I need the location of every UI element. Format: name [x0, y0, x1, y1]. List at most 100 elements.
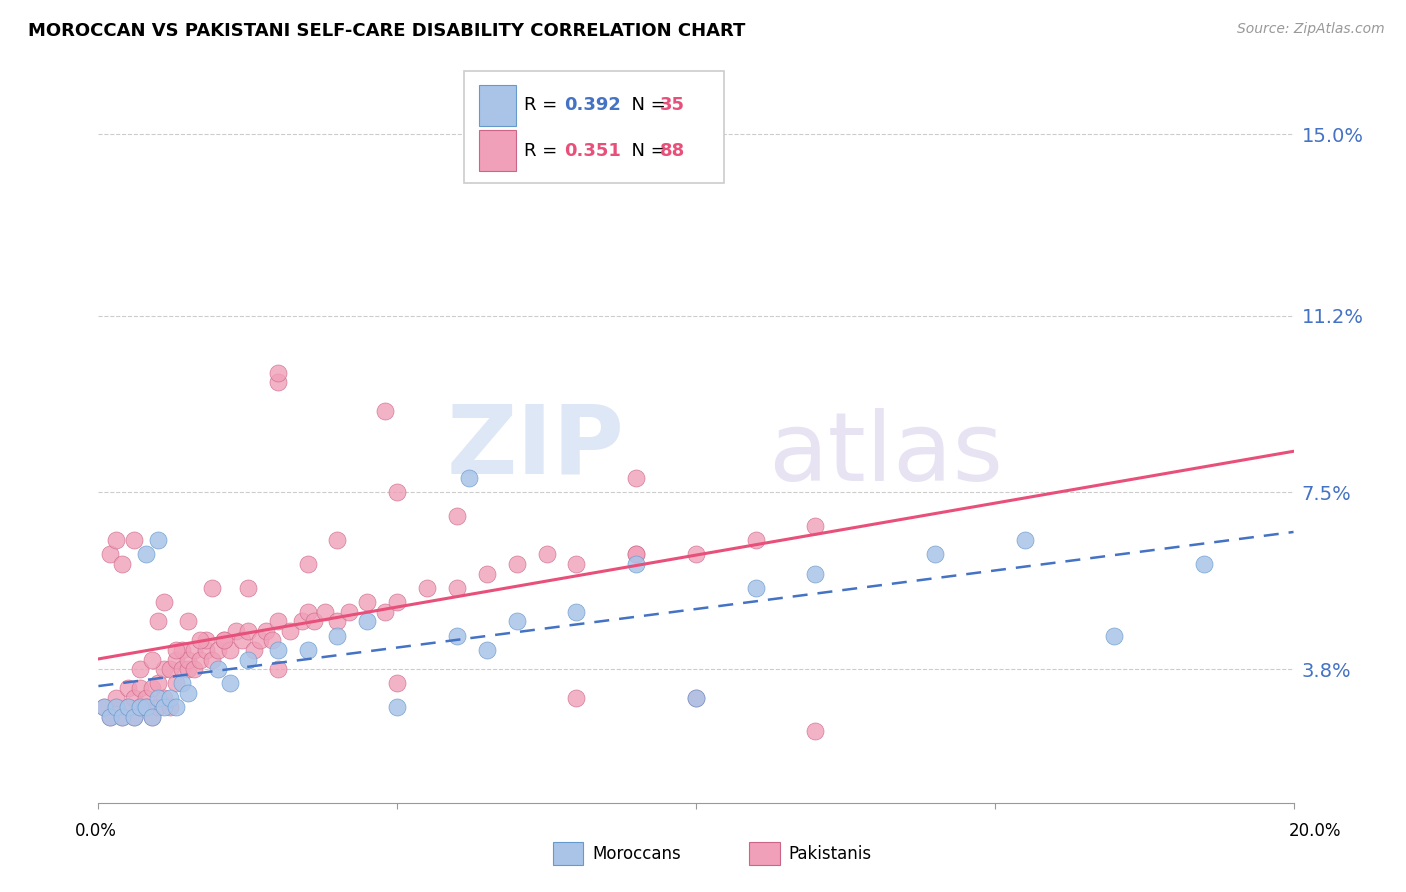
Text: 0.392: 0.392	[564, 96, 620, 114]
Point	[124, 710, 146, 724]
Point	[506, 557, 529, 571]
Point	[1014, 533, 1036, 547]
Point	[105, 700, 128, 714]
Point	[177, 662, 200, 676]
Text: MOROCCAN VS PAKISTANI SELF-CARE DISABILITY CORRELATION CHART: MOROCCAN VS PAKISTANI SELF-CARE DISABILI…	[28, 22, 745, 40]
Point	[165, 652, 187, 666]
Point	[105, 700, 128, 714]
Point	[506, 615, 529, 629]
Point	[188, 633, 211, 648]
Point	[105, 533, 128, 547]
Text: atlas: atlas	[768, 409, 1002, 501]
Point	[315, 605, 337, 619]
Point	[236, 652, 259, 666]
Point	[297, 605, 319, 619]
Point	[201, 652, 224, 666]
Point	[153, 595, 176, 609]
Point	[416, 581, 439, 595]
Point	[565, 690, 588, 705]
Point	[207, 643, 229, 657]
Point	[153, 690, 176, 705]
Point	[141, 710, 163, 724]
Point	[385, 595, 409, 609]
Point	[124, 710, 146, 724]
Point	[135, 700, 157, 714]
Point	[326, 615, 349, 629]
Point	[267, 366, 290, 380]
Point	[249, 633, 271, 648]
Point	[159, 690, 181, 705]
Point	[148, 533, 170, 547]
Point	[458, 471, 481, 485]
Point	[626, 548, 648, 562]
Point	[446, 629, 468, 643]
Point	[565, 605, 588, 619]
Point	[111, 710, 134, 724]
Point	[267, 615, 290, 629]
Point	[141, 681, 163, 695]
Point	[1104, 629, 1126, 643]
Point	[135, 690, 157, 705]
Point	[165, 643, 187, 657]
Point	[385, 485, 409, 500]
Point	[278, 624, 301, 638]
Point	[129, 700, 152, 714]
Point	[626, 557, 648, 571]
Text: N =: N =	[620, 142, 672, 160]
Point	[924, 548, 946, 562]
Point	[267, 662, 290, 676]
Point	[356, 615, 378, 629]
Point	[153, 700, 176, 714]
Point	[159, 662, 181, 676]
Point	[236, 581, 259, 595]
Point	[804, 724, 827, 739]
Point	[148, 700, 170, 714]
Point	[148, 615, 170, 629]
Point	[254, 624, 277, 638]
Point	[291, 615, 314, 629]
Point	[148, 676, 170, 690]
Point	[177, 615, 200, 629]
Point	[195, 643, 218, 657]
Point	[1192, 557, 1215, 571]
Point	[339, 605, 361, 619]
Point	[117, 700, 139, 714]
Point	[212, 633, 235, 648]
Text: R =: R =	[524, 96, 564, 114]
Point	[165, 700, 187, 714]
Point	[685, 690, 707, 705]
Point	[565, 557, 588, 571]
Point	[446, 509, 468, 524]
Point	[165, 676, 187, 690]
Text: 88: 88	[659, 142, 685, 160]
Point	[129, 662, 152, 676]
Point	[219, 676, 242, 690]
Point	[302, 615, 325, 629]
Point	[207, 662, 229, 676]
Text: 35: 35	[659, 96, 685, 114]
Point	[98, 710, 122, 724]
Point	[153, 662, 176, 676]
Point	[225, 624, 247, 638]
Point	[267, 376, 290, 390]
Point	[183, 643, 205, 657]
Point	[201, 581, 224, 595]
Point	[326, 629, 349, 643]
Point	[219, 643, 242, 657]
Point	[135, 700, 157, 714]
Point	[188, 652, 211, 666]
Text: N =: N =	[620, 96, 672, 114]
Point	[172, 662, 194, 676]
Text: Source: ZipAtlas.com: Source: ZipAtlas.com	[1237, 22, 1385, 37]
Point	[124, 690, 146, 705]
Point	[98, 710, 122, 724]
Point	[267, 643, 290, 657]
Point	[172, 676, 194, 690]
Text: 0.0%: 0.0%	[75, 822, 117, 840]
Point	[148, 690, 170, 705]
Text: Pakistanis: Pakistanis	[789, 845, 872, 863]
Point	[475, 566, 498, 581]
Point	[117, 700, 139, 714]
Point	[117, 681, 139, 695]
Point	[231, 633, 253, 648]
